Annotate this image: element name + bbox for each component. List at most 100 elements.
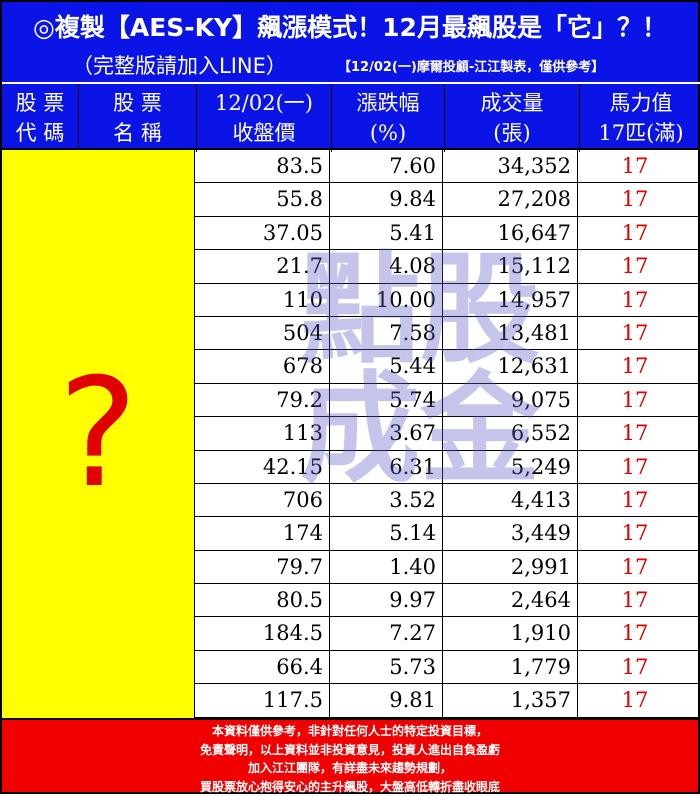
question-mark: ? [2,150,194,718]
horsepower: 17 [578,584,700,616]
target-icon: ◎ [33,13,55,42]
close-price: 79.2 [195,384,330,416]
disclaimer-line: 本資料僅供參考，非針對任何人士的特定投資目標， [2,722,698,741]
horsepower: 17 [578,183,700,215]
close-price: 55.8 [195,183,330,215]
horsepower: 17 [578,551,700,583]
volume: 12,631 [443,350,578,382]
horsepower: 17 [578,150,700,182]
change-pct: 1.40 [330,551,443,583]
volume: 14,957 [443,284,578,316]
volume: 2,464 [443,584,578,616]
close-price: 83.5 [195,150,330,182]
change-pct: 5.41 [330,217,443,249]
disclaimer: 本資料僅供參考，非針對任何人士的特定投資目標， 免責聲明，以上資料並非投資意見，… [0,718,700,794]
horsepower: 17 [578,617,700,649]
col-name: 股 票名 稱 [79,84,197,152]
horsepower: 17 [578,217,700,249]
disclaimer-line: 買股票放心抱得安心的主升飆股，大盤高低轉折盡收眼底 [2,778,698,796]
change-pct: 7.27 [330,617,443,649]
change-pct: 9.81 [330,684,443,716]
change-pct: 5.14 [330,517,443,549]
volume: 34,352 [443,150,578,182]
disclaimer-line: 免責聲明，以上資料並非投資意見，投資人進出自負盈虧 [2,741,698,760]
close-price: 37.05 [195,217,330,249]
col-close: 12/02(一)收盤價 [197,84,332,152]
change-pct: 7.60 [330,150,443,182]
change-pct: 6.31 [330,451,443,483]
volume: 1,357 [443,684,578,716]
horsepower: 17 [578,651,700,683]
horsepower: 17 [578,350,700,382]
note: 【12/02(一)摩爾投顧-江江製表，僅供參考】 [338,56,604,75]
hidden-stock-area: ? [0,150,195,718]
horsepower: 17 [578,517,700,549]
volume: 9,075 [443,384,578,416]
close-price: 80.5 [195,584,330,616]
change-pct: 7.58 [330,317,443,349]
change-pct: 5.74 [330,384,443,416]
close-price: 117.5 [195,684,330,716]
horsepower: 17 [578,417,700,449]
horsepower: 17 [578,284,700,316]
close-price: 79.7 [195,551,330,583]
volume: 3,449 [443,517,578,549]
close-price: 42.15 [195,451,330,483]
horsepower: 17 [578,384,700,416]
col-volume: 成交量(張) [445,84,580,152]
horsepower: 17 [578,684,700,716]
volume: 2,991 [443,551,578,583]
close-price: 66.4 [195,651,330,683]
close-price: 184.5 [195,617,330,649]
change-pct: 9.97 [330,584,443,616]
horsepower: 17 [578,451,700,483]
horsepower: 17 [578,317,700,349]
horsepower: 17 [578,484,700,516]
volume: 4,413 [443,484,578,516]
subtitle: （完整版請加入LINE） [72,50,287,80]
col-code: 股 票代 碼 [2,84,79,152]
close-price: 504 [195,317,330,349]
change-pct: 3.67 [330,417,443,449]
horsepower: 17 [578,250,700,282]
volume: 5,249 [443,451,578,483]
change-pct: 4.08 [330,250,443,282]
volume: 1,910 [443,617,578,649]
volume: 15,112 [443,250,578,282]
change-pct: 3.52 [330,484,443,516]
volume: 13,481 [443,317,578,349]
column-headers: 股 票代 碼 股 票名 稱 12/02(一)收盤價 漲跌幅(%) 成交量(張) … [2,82,700,152]
header: ◎複製【AES-KY】飆漲模式！12月最飆股是「它」？！ （完整版請加入LINE… [0,0,700,150]
close-price: 113 [195,417,330,449]
volume: 1,779 [443,651,578,683]
close-price: 678 [195,350,330,382]
disclaimer-line: 加入江江團隊，有詳盡未來趨勢規劃， [2,759,698,778]
close-price: 174 [195,517,330,549]
volume: 27,208 [443,183,578,215]
volume: 16,647 [443,217,578,249]
close-price: 21.7 [195,250,330,282]
change-pct: 10.00 [330,284,443,316]
volume: 6,552 [443,417,578,449]
close-price: 706 [195,484,330,516]
change-pct: 5.73 [330,651,443,683]
